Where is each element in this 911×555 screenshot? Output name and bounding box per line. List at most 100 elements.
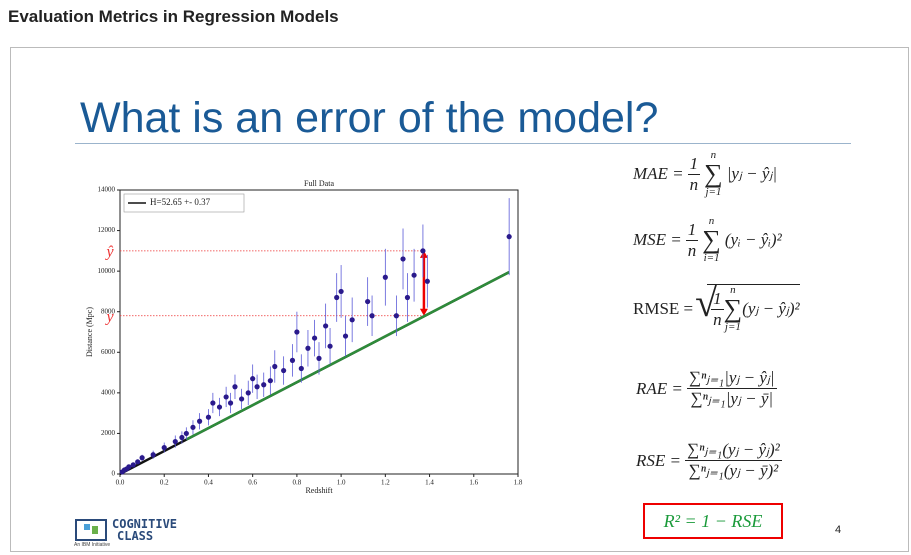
r2-formula: R² = 1 − RSE bbox=[643, 503, 783, 539]
chart-title: Full Data bbox=[304, 179, 334, 188]
y-tick-label: 4000 bbox=[101, 388, 116, 396]
sum-sign: ∑ bbox=[702, 225, 721, 254]
data-point bbox=[420, 248, 426, 254]
data-point bbox=[183, 430, 189, 437]
den: ∑ⁿⱼ₌₁|yⱼ − ȳ| bbox=[690, 389, 774, 408]
data-point bbox=[223, 394, 229, 400]
sum-top: n bbox=[708, 215, 715, 227]
y-tick-label: 8000 bbox=[101, 307, 116, 315]
x-tick-label: 0.0 bbox=[116, 479, 125, 487]
data-point bbox=[316, 355, 322, 361]
data-point bbox=[338, 288, 344, 295]
body: (yᵢ − ŷᵢ)² bbox=[724, 230, 782, 249]
y-axis-label: Distance (Mpc) bbox=[85, 307, 94, 357]
legend-box bbox=[123, 193, 245, 213]
rae-formula: RAE = ∑ⁿⱼ₌₁|yⱼ − ŷⱼ| ∑ⁿⱼ₌₁|yⱼ − ȳ| bbox=[636, 368, 777, 409]
logo-text: CLASS bbox=[117, 529, 154, 543]
sum-sign: ∑ bbox=[723, 294, 743, 323]
den: n bbox=[713, 309, 722, 329]
data-point bbox=[349, 317, 355, 323]
data-point bbox=[250, 376, 256, 382]
data-point bbox=[365, 298, 371, 305]
sum-sign: ∑ bbox=[704, 159, 723, 188]
data-point bbox=[323, 323, 329, 329]
legend-label: H=52.65 +- 0.37 bbox=[150, 197, 211, 207]
title-rule bbox=[75, 143, 851, 144]
data-point bbox=[272, 363, 278, 370]
data-point bbox=[172, 438, 178, 445]
sum-top: n bbox=[710, 149, 717, 161]
body: |yⱼ − ŷⱼ| bbox=[726, 164, 778, 183]
num: 1 bbox=[687, 153, 701, 175]
annotation-label: ŷ bbox=[104, 244, 114, 261]
num: ∑ⁿⱼ₌₁(yⱼ − ŷⱼ)² bbox=[685, 440, 782, 461]
lhs: MAE = bbox=[633, 164, 684, 183]
data-point bbox=[281, 367, 287, 374]
data-point bbox=[245, 390, 251, 396]
data-point bbox=[150, 452, 156, 458]
logo-text: COGNITIVE bbox=[112, 517, 178, 531]
page-number: 4 bbox=[835, 524, 842, 536]
data-point bbox=[342, 333, 349, 339]
num: ∑ⁿⱼ₌₁|yⱼ − ŷⱼ| bbox=[686, 368, 777, 389]
slide-title: What is an error of the model? bbox=[80, 94, 659, 142]
plot-area bbox=[119, 189, 519, 475]
data-point bbox=[161, 445, 167, 451]
body: (yⱼ − ŷⱼ)² bbox=[742, 299, 800, 318]
data-point bbox=[382, 274, 388, 280]
sum-bottom: i=1 bbox=[703, 252, 720, 264]
data-point bbox=[404, 294, 411, 301]
data-point bbox=[227, 400, 234, 406]
data-point bbox=[294, 329, 300, 335]
data-point bbox=[334, 294, 340, 301]
x-tick-label: 1.2 bbox=[381, 479, 390, 487]
data-point bbox=[126, 464, 132, 470]
x-tick-label: 0.2 bbox=[160, 479, 169, 487]
logo-tagline: An IBM Initiative bbox=[74, 542, 111, 548]
data-point bbox=[239, 396, 245, 402]
fit-line bbox=[185, 271, 510, 441]
slide-frame bbox=[10, 47, 909, 552]
data-point bbox=[254, 384, 260, 390]
data-point bbox=[139, 455, 145, 461]
data-point bbox=[135, 459, 141, 465]
x-tick-label: 1.6 bbox=[469, 479, 478, 487]
data-point bbox=[393, 313, 399, 319]
data-point bbox=[179, 434, 185, 441]
data-point bbox=[424, 278, 430, 284]
y-tick-label: 14000 bbox=[98, 186, 116, 194]
x-axis-label: Redshift bbox=[305, 486, 333, 495]
logo-icon bbox=[75, 519, 107, 541]
data-point bbox=[305, 345, 311, 351]
data-point bbox=[205, 414, 212, 420]
lhs: MSE = bbox=[633, 230, 682, 249]
data-point bbox=[289, 357, 296, 363]
den: n bbox=[687, 240, 697, 260]
num: 1 bbox=[685, 219, 699, 241]
data-point bbox=[210, 400, 216, 406]
data-point bbox=[267, 378, 273, 384]
arrow-head bbox=[419, 308, 428, 316]
data-point bbox=[369, 313, 375, 319]
page-header: Evaluation Metrics in Regression Models bbox=[8, 7, 339, 26]
data-point bbox=[411, 272, 417, 278]
data-point bbox=[232, 384, 238, 390]
x-tick-label: 1.0 bbox=[337, 479, 346, 487]
y-tick-label: 2000 bbox=[101, 429, 116, 437]
data-point bbox=[216, 404, 223, 410]
x-tick-label: 0.6 bbox=[248, 479, 257, 487]
y-tick-label: 10000 bbox=[98, 267, 116, 275]
data-point bbox=[190, 424, 196, 430]
x-tick-label: 0.8 bbox=[293, 479, 302, 487]
y-tick-label: 0 bbox=[112, 470, 116, 478]
logo-icon bbox=[92, 526, 98, 534]
rse-formula: RSE = ∑ⁿⱼ₌₁(yⱼ − ŷⱼ)² ∑ⁿⱼ₌₁(yⱼ − ȳ)² bbox=[636, 440, 782, 481]
data-point bbox=[400, 256, 406, 262]
sum-bottom: j=1 bbox=[724, 321, 741, 333]
logo-icon bbox=[84, 524, 90, 530]
